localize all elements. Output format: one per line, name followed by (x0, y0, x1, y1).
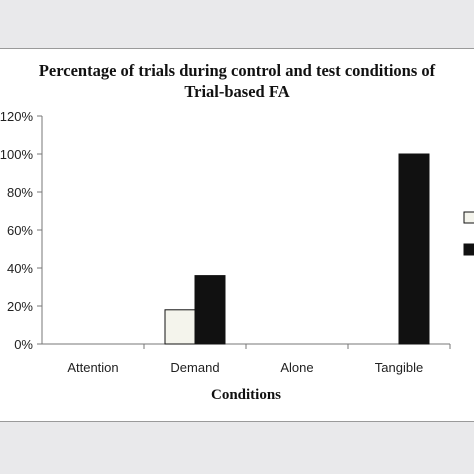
y-ticks: 0% 20% 40% 60% 80% 100% 120% (0, 109, 42, 352)
legend-swatch (463, 243, 474, 256)
bar (398, 153, 430, 345)
bar (194, 275, 226, 345)
chart-title: Percentage of trials during control and … (0, 60, 474, 102)
x-tick-label: Attention (67, 360, 118, 375)
y-tick-label: 0% (14, 337, 33, 352)
x-tick-label: Demand (170, 360, 219, 375)
y-tick-label: 60% (7, 223, 33, 238)
chart-title-line-2: Trial-based FA (184, 82, 290, 101)
chart-frame (0, 48, 474, 422)
bar (164, 309, 196, 345)
y-tick-label: 20% (7, 299, 33, 314)
y-tick-label: 100% (0, 147, 33, 162)
y-tick-label: 80% (7, 185, 33, 200)
x-ticks: Attention Demand Alone Tangible (67, 344, 451, 375)
bars (164, 153, 430, 345)
y-tick-label: 40% (7, 261, 33, 276)
x-axis-title: Conditions (211, 387, 281, 403)
x-tick-label: Alone (280, 360, 313, 375)
chart-title-line-1: Percentage of trials during control and … (38, 61, 436, 80)
y-tick-label: 120% (0, 109, 33, 124)
legend (463, 211, 474, 256)
chart-axes (41, 116, 450, 345)
legend-swatch (463, 211, 474, 224)
x-tick-label: Tangible (375, 360, 423, 375)
